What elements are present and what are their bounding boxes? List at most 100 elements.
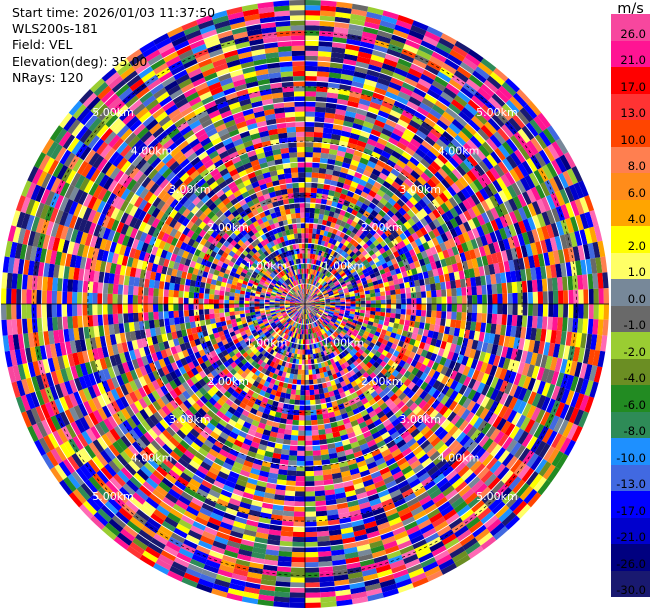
velocity-cell: [302, 349, 305, 355]
velocity-cell: [348, 95, 361, 104]
velocity-cell: [329, 206, 337, 213]
velocity-cell: [444, 145, 456, 158]
velocity-cell: [505, 248, 514, 261]
velocity-cell: [532, 215, 542, 229]
velocity-cell: [451, 74, 466, 87]
velocity-cell: [471, 286, 477, 296]
velocity-cell: [309, 223, 314, 229]
velocity-cell: [414, 202, 424, 212]
velocity-cell: [419, 102, 432, 113]
velocity-cell: [284, 490, 296, 497]
velocity-cell: [348, 257, 354, 264]
velocity-cell: [484, 233, 493, 245]
velocity-cell: [489, 71, 505, 86]
velocity-cell: [489, 167, 501, 180]
velocity-cell: [378, 209, 387, 218]
velocity-cell: [448, 196, 458, 208]
velocity-cell: [422, 35, 439, 47]
velocity-cell: [369, 235, 377, 243]
velocity-cell: [381, 100, 394, 110]
velocity-cell: [313, 287, 317, 292]
velocity-cell: [305, 20, 320, 26]
velocity-cell: [325, 271, 331, 277]
velocity-cell: [493, 192, 504, 206]
velocity-cell: [494, 89, 510, 104]
velocity-cell: [326, 242, 332, 249]
velocity-cell: [362, 186, 371, 195]
velocity-cell: [484, 197, 495, 210]
velocity-cell: [343, 289, 349, 294]
velocity-cell: [351, 270, 358, 277]
velocity-cell: [485, 221, 495, 234]
velocity-cell: [477, 62, 494, 76]
velocity-cell: [375, 311, 381, 316]
velocity-cell: [555, 263, 562, 278]
velocity-cell: [325, 264, 330, 270]
velocity-cell: [315, 495, 326, 502]
velocity-cell: [458, 201, 468, 213]
velocity-cell: [344, 152, 354, 160]
velocity-cell: [319, 208, 325, 215]
velocity-cell: [430, 127, 443, 139]
velocity-cell: [568, 289, 574, 304]
velocity-cell: [565, 202, 575, 218]
velocity-cell: [444, 175, 455, 186]
velocity-cell: [473, 178, 484, 191]
velocity-cell: [404, 281, 411, 289]
velocity-cell: [332, 42, 347, 49]
velocity-cell: [369, 289, 376, 294]
velocity-cell: [311, 419, 318, 426]
velocity-cell: [360, 297, 366, 302]
velocity-cell: [315, 198, 322, 204]
velocity-cell: [477, 87, 492, 101]
velocity-cell: [441, 62, 457, 75]
velocity-cell: [332, 123, 343, 131]
velocity-cell: [328, 273, 334, 279]
velocity-cell: [289, 592, 305, 598]
velocity-cell: [315, 276, 319, 282]
velocity-cell: [290, 389, 296, 395]
velocity-cell: [466, 139, 479, 152]
velocity-cell: [398, 207, 407, 216]
velocity-cell: [507, 293, 513, 304]
velocity-cell: [441, 212, 450, 223]
velocity-cell: [333, 293, 340, 297]
velocity-cell: [364, 290, 371, 295]
velocity-cell: [448, 272, 456, 281]
velocity-cell: [319, 20, 335, 27]
velocity-cell: [324, 209, 330, 216]
velocity-cell: [373, 284, 380, 290]
velocity-cell: [431, 104, 445, 116]
velocity-cell: [315, 289, 321, 294]
velocity-cell: [305, 435, 313, 441]
velocity-cell: [569, 200, 580, 217]
velocity-cell: [474, 112, 488, 125]
velocity-cell: [314, 254, 319, 260]
velocity-cell: [491, 283, 498, 295]
velocity-cell: [383, 58, 398, 68]
velocity-cell: [392, 29, 409, 40]
velocity-cell: [308, 289, 312, 295]
velocity-cell: [437, 153, 449, 165]
velocity-cell: [356, 56, 371, 65]
velocity-cell: [323, 127, 333, 134]
velocity-cell: [319, 286, 324, 291]
velocity-cell: [354, 265, 361, 271]
velocity-cell: [339, 293, 345, 297]
velocity-cell: [393, 146, 405, 156]
velocity-cell: [340, 250, 347, 257]
velocity-cell: [418, 125, 431, 136]
velocity-cell: [469, 135, 482, 148]
velocity-cell: [426, 26, 443, 38]
velocity-cell: [327, 158, 336, 166]
velocity-cell: [305, 126, 315, 132]
velocity-cell: [368, 155, 379, 165]
velocity-cell: [375, 82, 389, 92]
velocity-cell: [504, 171, 516, 185]
velocity-cell: [360, 277, 367, 283]
velocity-cell: [489, 195, 500, 208]
velocity-cell: [383, 221, 392, 230]
velocity-cell: [301, 364, 305, 370]
velocity-cell: [593, 225, 603, 242]
velocity-cell: [439, 242, 447, 252]
